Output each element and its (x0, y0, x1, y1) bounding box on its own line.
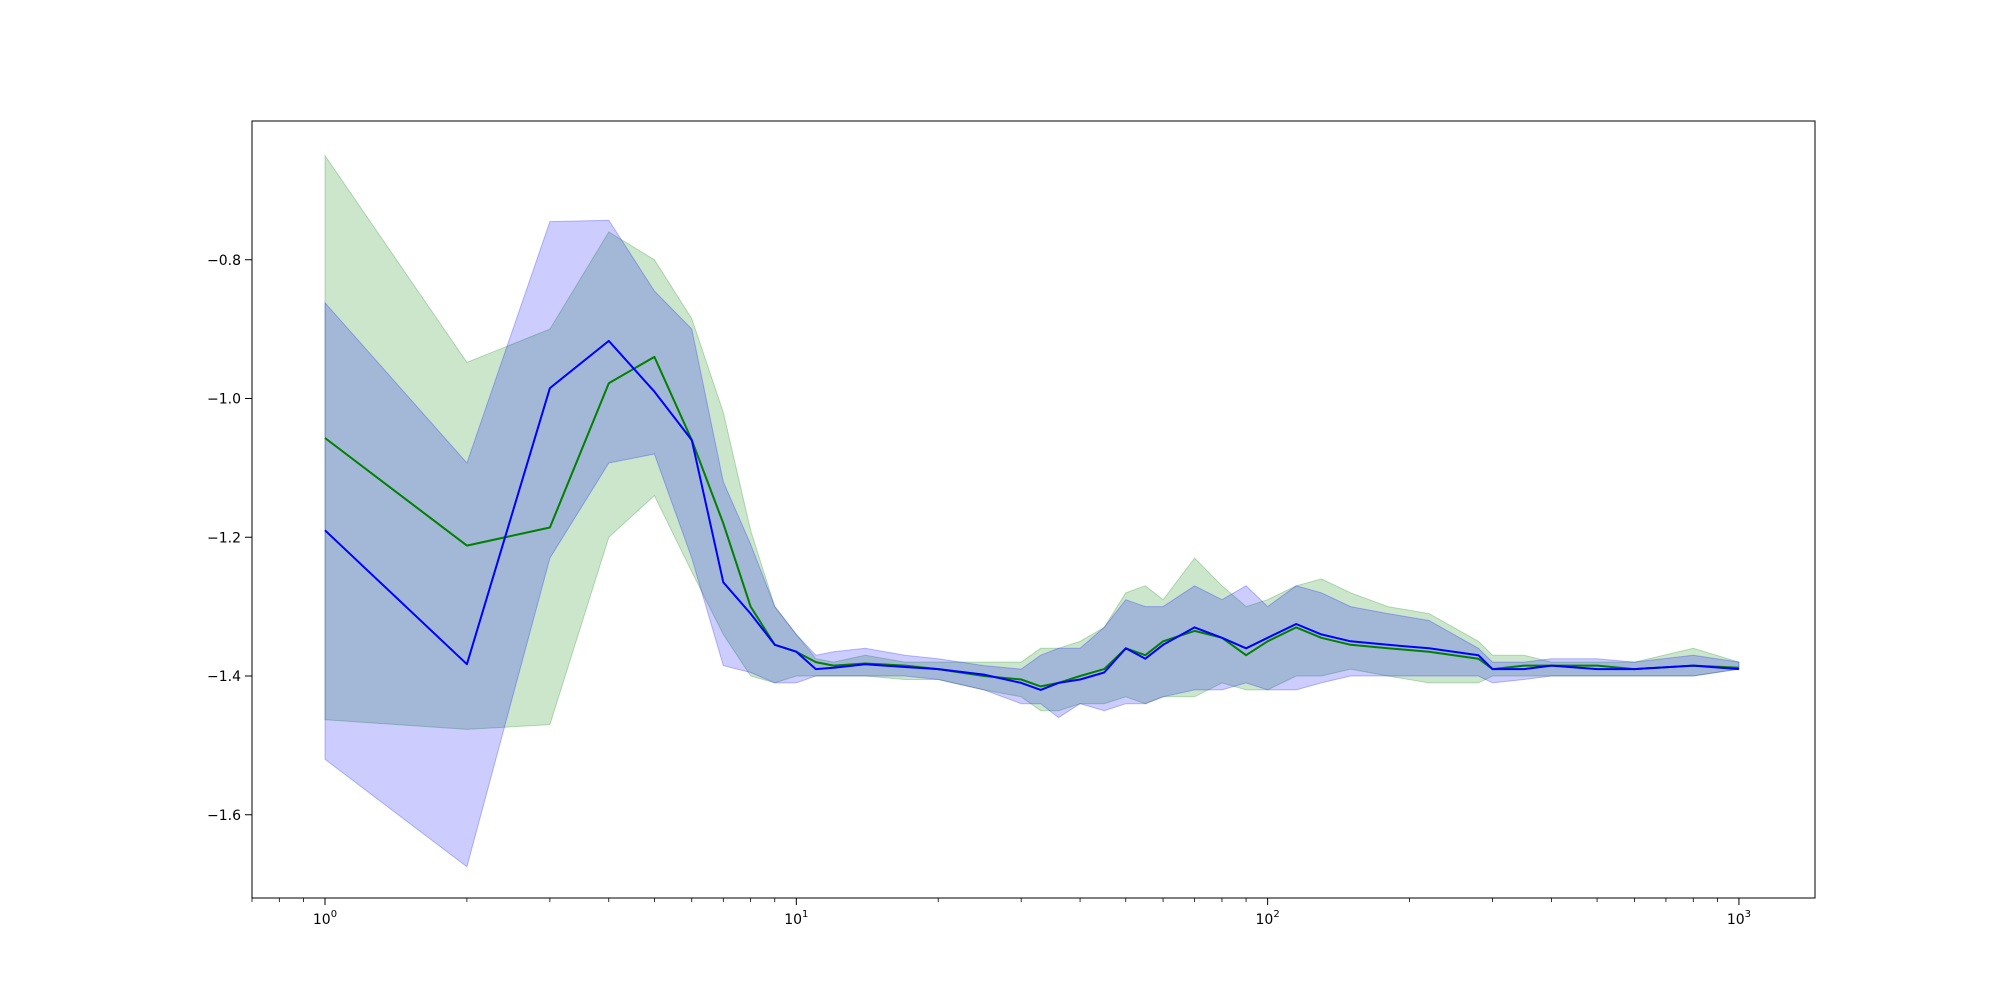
series-lines (324, 339, 1739, 691)
x-tick-label: 102 (1256, 909, 1280, 928)
y-tick-label: −0.8 (207, 253, 241, 269)
y-tick-label: −1.4 (207, 669, 241, 685)
series-line-1 (324, 355, 1739, 688)
series-line-2 (324, 339, 1739, 691)
y-tick-label: −1.6 (207, 808, 241, 824)
x-tick-label: 103 (1727, 909, 1751, 928)
axis-ticks: 100 101 102 103 −0.8 −1.0 −1.2 −1.4 −1.6 (207, 253, 1751, 928)
x-tick-label: 100 (313, 909, 337, 928)
axes-frame (251, 120, 1816, 899)
y-tick-label: −1.0 (207, 392, 241, 408)
y-tick-label: −1.2 (207, 530, 241, 546)
x-tick-label: 101 (784, 909, 808, 928)
